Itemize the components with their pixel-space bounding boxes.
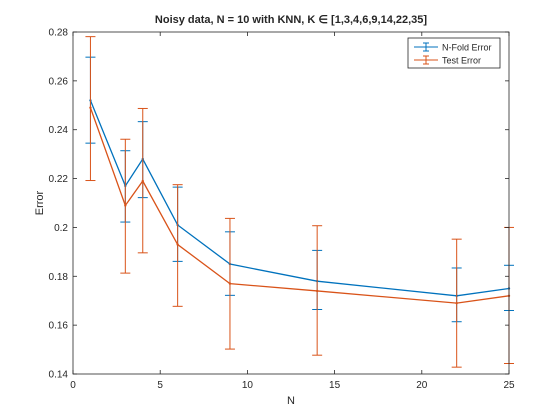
legend-label: Test Error <box>442 56 481 66</box>
x-tick-label: 20 <box>416 380 428 391</box>
y-tick-label: 0.26 <box>49 76 69 87</box>
legend-swatch <box>414 55 438 65</box>
x-tick-label: 15 <box>329 380 341 391</box>
y-tick-label: 0.14 <box>49 370 69 381</box>
y-tick-label: 0.28 <box>49 28 69 39</box>
y-tick-label: 0.2 <box>54 223 68 234</box>
data-point <box>455 301 458 305</box>
data-point <box>315 289 319 293</box>
data-point <box>124 204 127 207</box>
y-tick-label: 0.24 <box>49 125 69 136</box>
axes-box <box>72 31 510 375</box>
y-tick-label: 0.18 <box>49 272 69 283</box>
y-tick-label: 0.22 <box>49 174 69 185</box>
data-point <box>228 282 232 285</box>
series-line <box>89 107 510 304</box>
x-axis-label: N <box>287 395 295 407</box>
legend-swatch <box>414 42 438 52</box>
x-tick-label: 10 <box>242 380 254 391</box>
legend-label: N-Fold Error <box>442 43 492 53</box>
plot-area <box>73 32 509 374</box>
x-tick-label: 5 <box>157 380 163 391</box>
legend: N-Fold Error Test Error <box>407 37 501 69</box>
data-point <box>176 243 179 246</box>
axes: 0 5 10 15 20 25 0.14 0.16 0.18 0.2 0.22 0.24 0.26 0.2… <box>49 28 515 392</box>
y-tick-label: 0.16 <box>49 321 69 332</box>
chart-title: Noisy data, N = 10 with KNN, K ∈ [1,3,4,… <box>155 14 427 26</box>
x-tick-label: 25 <box>503 380 515 391</box>
x-tick-label: 0 <box>70 380 76 391</box>
y-axis-label: Error <box>34 190 46 215</box>
data-point <box>141 179 144 183</box>
series-line <box>89 100 510 297</box>
data-point <box>89 106 92 109</box>
